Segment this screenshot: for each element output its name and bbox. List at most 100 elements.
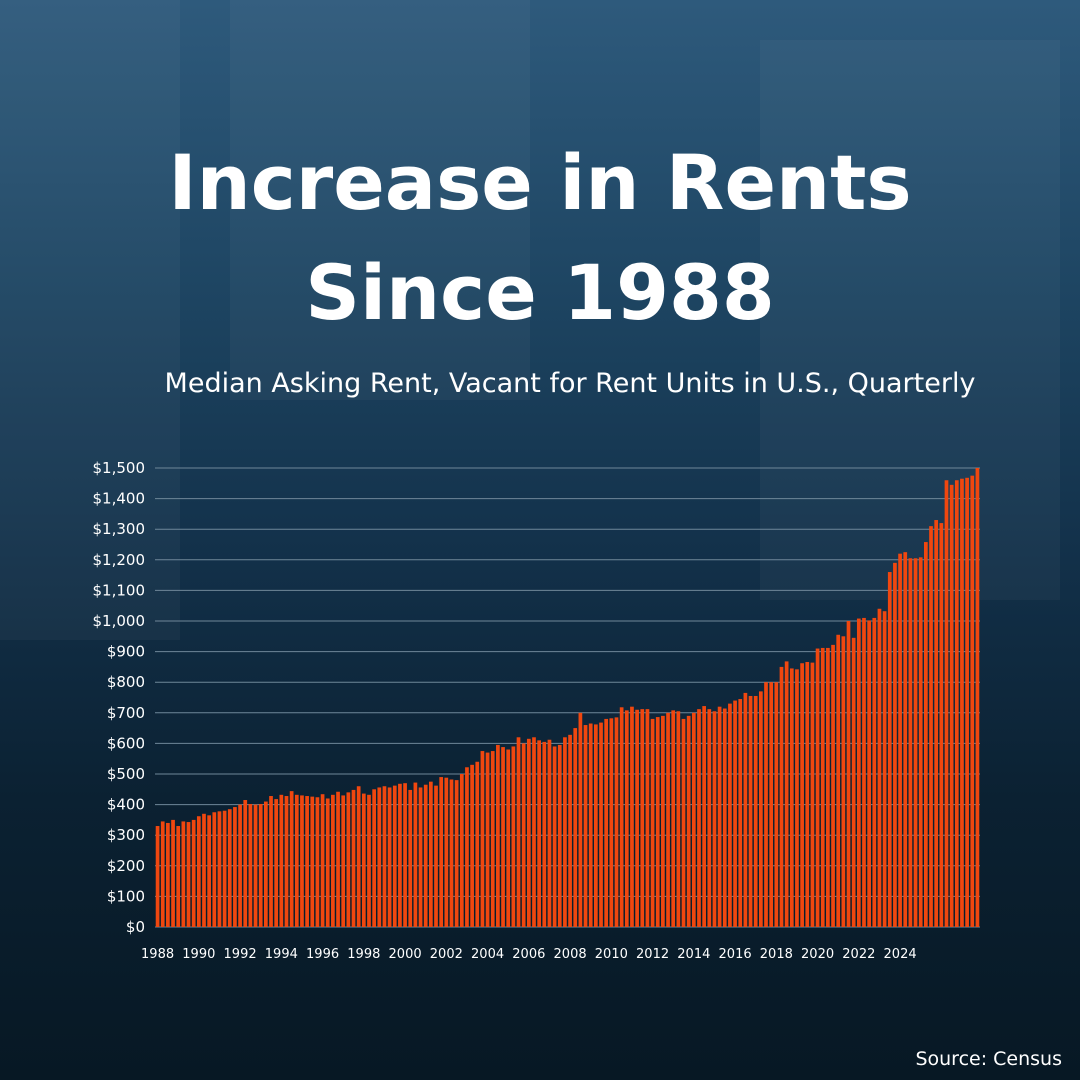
- bar: [635, 709, 639, 927]
- bar: [243, 800, 248, 927]
- x-tick-label: 1998: [347, 947, 380, 962]
- page-title: Increase in Rents Since 1988: [0, 128, 1080, 348]
- x-tick-label: 2012: [636, 947, 669, 962]
- bar: [398, 783, 402, 927]
- bar: [310, 796, 315, 927]
- title-line-1: Increase in Rents: [168, 138, 912, 227]
- bar: [336, 791, 340, 927]
- bar: [903, 552, 908, 927]
- x-tick-label: 1992: [224, 947, 257, 962]
- bar: [944, 480, 949, 927]
- bar: [764, 682, 768, 927]
- x-tick-label: 2008: [554, 947, 587, 962]
- bar: [196, 816, 201, 927]
- bar: [908, 558, 913, 927]
- bar: [269, 796, 273, 927]
- bar: [851, 637, 856, 927]
- bar: [351, 789, 356, 927]
- x-tick-label: 2004: [471, 947, 504, 962]
- bar: [377, 787, 382, 927]
- bar: [279, 794, 284, 927]
- bar: [444, 777, 449, 927]
- bar: [697, 709, 701, 927]
- y-tick-label: $1,400: [93, 490, 146, 508]
- bar: [568, 734, 572, 927]
- bar: [753, 695, 758, 927]
- title-line-2: Since 1988: [305, 248, 775, 337]
- bar: [423, 784, 428, 927]
- bar: [913, 558, 918, 927]
- bar: [769, 682, 774, 927]
- bar: [403, 783, 407, 927]
- x-tick-label: 2000: [389, 947, 422, 962]
- bar: [702, 706, 706, 927]
- bar: [227, 809, 232, 927]
- y-tick-label: $1,100: [93, 581, 146, 599]
- bar: [722, 708, 727, 927]
- x-tick-label: 2014: [677, 947, 710, 962]
- bar: [166, 822, 170, 927]
- bar: [238, 804, 242, 927]
- bar: [640, 709, 645, 927]
- bar: [681, 718, 686, 927]
- bar: [728, 703, 732, 927]
- x-tick-label: 2010: [595, 947, 628, 962]
- x-tick-label: 1990: [182, 947, 215, 962]
- bar: [300, 795, 304, 927]
- x-tick-label: 2016: [719, 947, 752, 962]
- bar: [934, 520, 939, 927]
- bar: [924, 542, 928, 927]
- bar: [867, 620, 871, 927]
- x-tick-label: 2020: [801, 947, 834, 962]
- bar: [898, 553, 902, 927]
- bar: [186, 822, 191, 927]
- bar: [356, 786, 361, 927]
- y-tick-label: $1,300: [93, 520, 146, 538]
- bar: [872, 617, 877, 927]
- bar: [779, 666, 784, 927]
- bar: [465, 767, 469, 927]
- y-tick-label: $1,200: [93, 551, 146, 569]
- bar: [191, 819, 196, 927]
- bar: [707, 709, 712, 927]
- bar: [970, 475, 975, 927]
- bar: [367, 794, 371, 927]
- bar: [604, 718, 609, 927]
- bar: [325, 798, 330, 927]
- bar: [676, 711, 681, 927]
- bar: [418, 787, 423, 927]
- bar: [645, 709, 650, 927]
- bar-chart: $0 $100 $200 $300 $400 $500 $600 $700 $800 $900 $1…: [93, 459, 980, 962]
- bar: [372, 789, 376, 927]
- bar: [630, 706, 634, 927]
- bar: [588, 723, 593, 927]
- bar: [666, 712, 670, 927]
- bar: [212, 812, 217, 927]
- y-tick-label: $800: [107, 673, 145, 691]
- x-tick-label: 2002: [430, 947, 463, 962]
- x-tick-label: 2022: [842, 947, 875, 962]
- bar: [320, 794, 325, 927]
- bar: [454, 780, 459, 927]
- bar: [877, 608, 882, 927]
- bar: [949, 484, 954, 927]
- bar: [810, 662, 815, 927]
- bar: [655, 717, 660, 927]
- bar: [893, 562, 897, 927]
- bar: [496, 744, 500, 927]
- bar: [341, 795, 346, 927]
- bar: [743, 692, 748, 927]
- y-tick-label: $900: [107, 643, 145, 661]
- bar: [480, 751, 485, 927]
- bar: [171, 819, 175, 927]
- bar: [511, 746, 516, 927]
- chart-subtitle: Median Asking Rent, Vacant for Rent Unit…: [164, 368, 976, 399]
- bar: [160, 821, 165, 927]
- bar: [614, 717, 619, 927]
- bar: [429, 781, 433, 927]
- bar: [181, 821, 186, 927]
- y-tick-label: $100: [107, 887, 145, 905]
- bar: [774, 682, 779, 927]
- bar: [815, 648, 820, 927]
- bar: [975, 468, 980, 927]
